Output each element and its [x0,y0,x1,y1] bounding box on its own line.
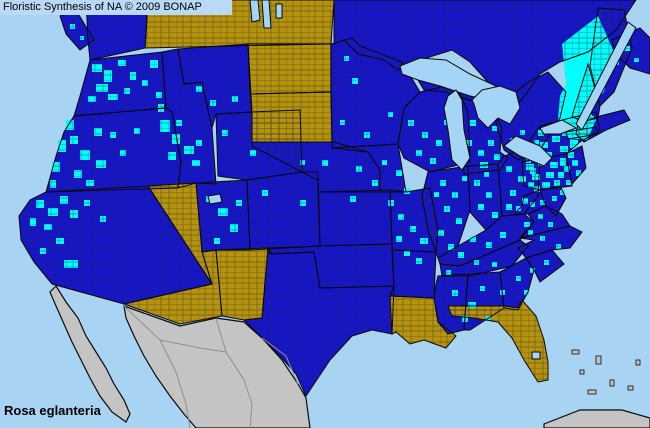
border-tn [439,239,529,277]
lake-okeechobee [531,351,541,360]
grid-ks [318,190,392,246]
grid-mt [178,44,252,128]
grid-nc [518,226,582,258]
mexico-state-border [261,337,299,385]
county-documented [586,58,591,63]
lake-manitoba [261,0,272,29]
mexico-state-border [123,305,191,428]
grid-ms [434,274,468,334]
bahamas-island [609,379,615,387]
title-bar: Floristic Synthesis of NA © 2009 BONAP [0,0,232,15]
baja-california [49,285,131,423]
grid-canada-bc [86,0,148,60]
grid-id [162,49,216,188]
grid-mn [331,38,420,148]
border-tx [242,246,395,398]
grid-md-de [540,186,566,216]
grid-wa [74,52,166,116]
lake-erie [503,135,553,167]
grid-la [390,296,456,348]
grid-ca [19,186,212,304]
grid-canada-ontario-quebec [334,0,636,106]
mexico-state-border [215,317,253,428]
bahamas-island [571,349,580,355]
lake-winnipegosis [275,3,283,19]
bahamas-island [579,369,585,375]
lake-huron [471,85,521,129]
border-fl [447,299,549,383]
grid-co [247,172,320,250]
grid-ut [196,180,250,252]
great-salt-lake [207,193,223,205]
grid-sd [250,92,332,142]
grid-tx [244,248,394,396]
grid-nm [216,248,268,320]
grid-ga [500,258,534,310]
grid-az [124,250,222,324]
border-al [463,271,505,331]
grid-pa [522,154,572,190]
border-md-de [539,185,567,217]
border-mo [389,187,439,253]
grid-ar [390,250,436,298]
grid-vancouver-island [60,10,94,50]
grid-ia [332,144,406,192]
map-title: Floristic Synthesis of NA © 2009 BONAP [3,1,202,13]
border-canada-prairies [144,0,335,49]
grid-nj [566,146,586,184]
bahamas-island [635,359,641,366]
grid-il [422,166,470,258]
grid-ky [438,214,534,266]
grid-ma-ct-ri [576,110,630,142]
grid-in [468,164,502,230]
bahamas-island [595,355,602,365]
lake-michigan [443,89,471,171]
mexico-state-border [159,339,227,353]
border-ut [195,179,251,253]
cuba [543,409,650,428]
bahamas-island [627,385,634,391]
county-documented [404,188,410,194]
grid-sc [526,250,564,282]
lake-ontario [539,119,578,135]
species-label: Rosa eglanteria [4,403,101,418]
border-nj [565,145,587,186]
grid-nd [248,44,331,94]
border-nc [517,225,583,259]
st-lawrence-river [575,21,637,131]
mexico-mainland [123,305,311,428]
grid-fl [448,300,548,382]
grid-ne [252,142,380,192]
bahamas-island [587,389,597,395]
border-canada-bc [85,0,149,61]
grid-or [46,108,181,192]
lake-winnipeg [249,0,261,23]
grid-ok [268,244,394,288]
